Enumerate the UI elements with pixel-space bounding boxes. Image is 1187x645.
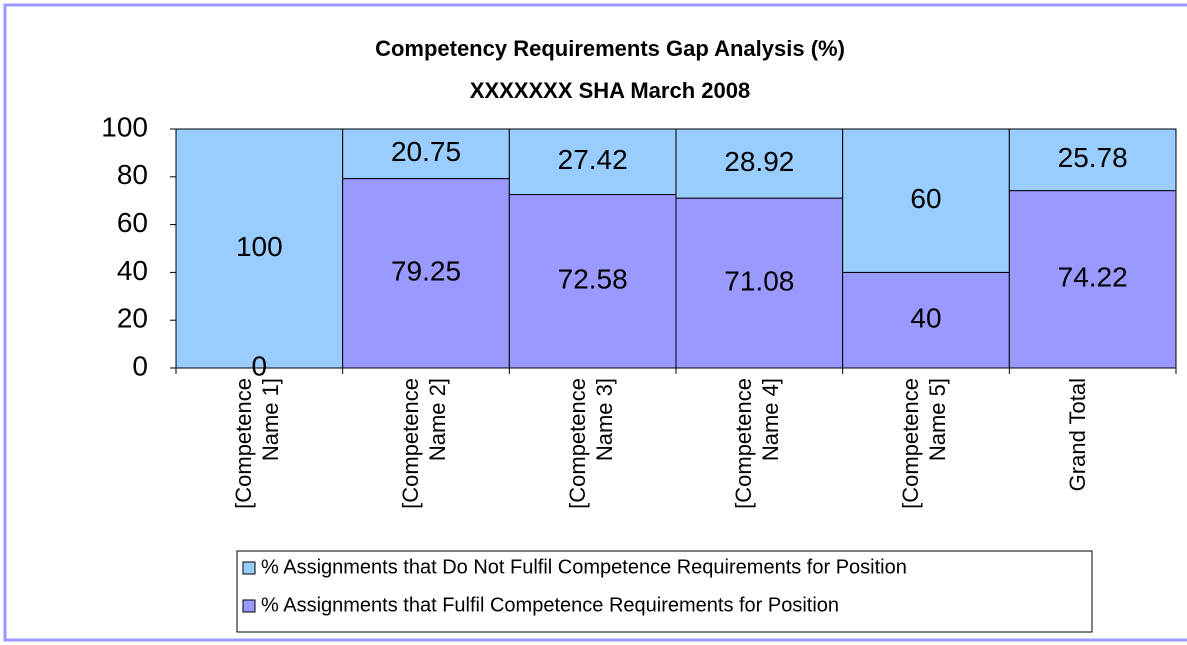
y-tick-label: 80	[117, 159, 148, 190]
data-label: 72.58	[558, 264, 628, 295]
y-tick-label: 0	[132, 350, 148, 381]
legend-label: % Assignments that Do Not Fulfil Compete…	[261, 556, 907, 578]
bar-segment	[1008, 128, 1177, 192]
bar-segment	[842, 271, 1010, 369]
frame	[3, 3, 1187, 642]
chart-subtitle: XXXXXXX SHA March 2008	[470, 78, 750, 103]
chart-title: Competency Requirements Gap Analysis (%)	[375, 36, 845, 61]
data-label: 60	[910, 183, 941, 214]
data-label: 20.75	[391, 136, 461, 167]
data-label: 0	[252, 350, 268, 381]
bar-segment	[675, 128, 844, 199]
x-tick-label: Grand Total	[1064, 378, 1090, 492]
data-label: 40	[910, 303, 941, 334]
bar-segment	[842, 128, 1010, 273]
data-label: 79.25	[391, 256, 461, 287]
legend-box	[236, 550, 1093, 633]
y-tick-label: 100	[101, 111, 148, 142]
x-tick-label: [Competence Name 3]	[564, 378, 617, 509]
y-tick-label: 20	[117, 303, 148, 334]
data-label: 27.42	[558, 144, 628, 175]
x-tick-label: [Competence Name 2]	[398, 378, 450, 509]
bar-segment	[175, 128, 344, 369]
data-label: 71.08	[724, 265, 794, 296]
bar-segment	[1008, 190, 1177, 369]
data-label: 100	[236, 231, 283, 262]
data-label: 28.92	[724, 146, 794, 177]
bar-segment	[508, 128, 677, 196]
y-tick-label: 40	[117, 255, 148, 286]
y-tick-label: 60	[117, 207, 148, 238]
legend-swatch	[242, 599, 256, 613]
data-label: 25.78	[1058, 142, 1128, 173]
x-tick-label: [Competence Name 5]	[898, 378, 950, 509]
legend-swatch	[242, 561, 256, 575]
data-label: 74.22	[1058, 262, 1128, 293]
legend-label: % Assignments that Fulfil Competence Req…	[261, 594, 839, 616]
x-tick-label: [Competence Name 1]	[231, 378, 284, 509]
x-tick-label: [Competence Name 4]	[731, 378, 784, 509]
